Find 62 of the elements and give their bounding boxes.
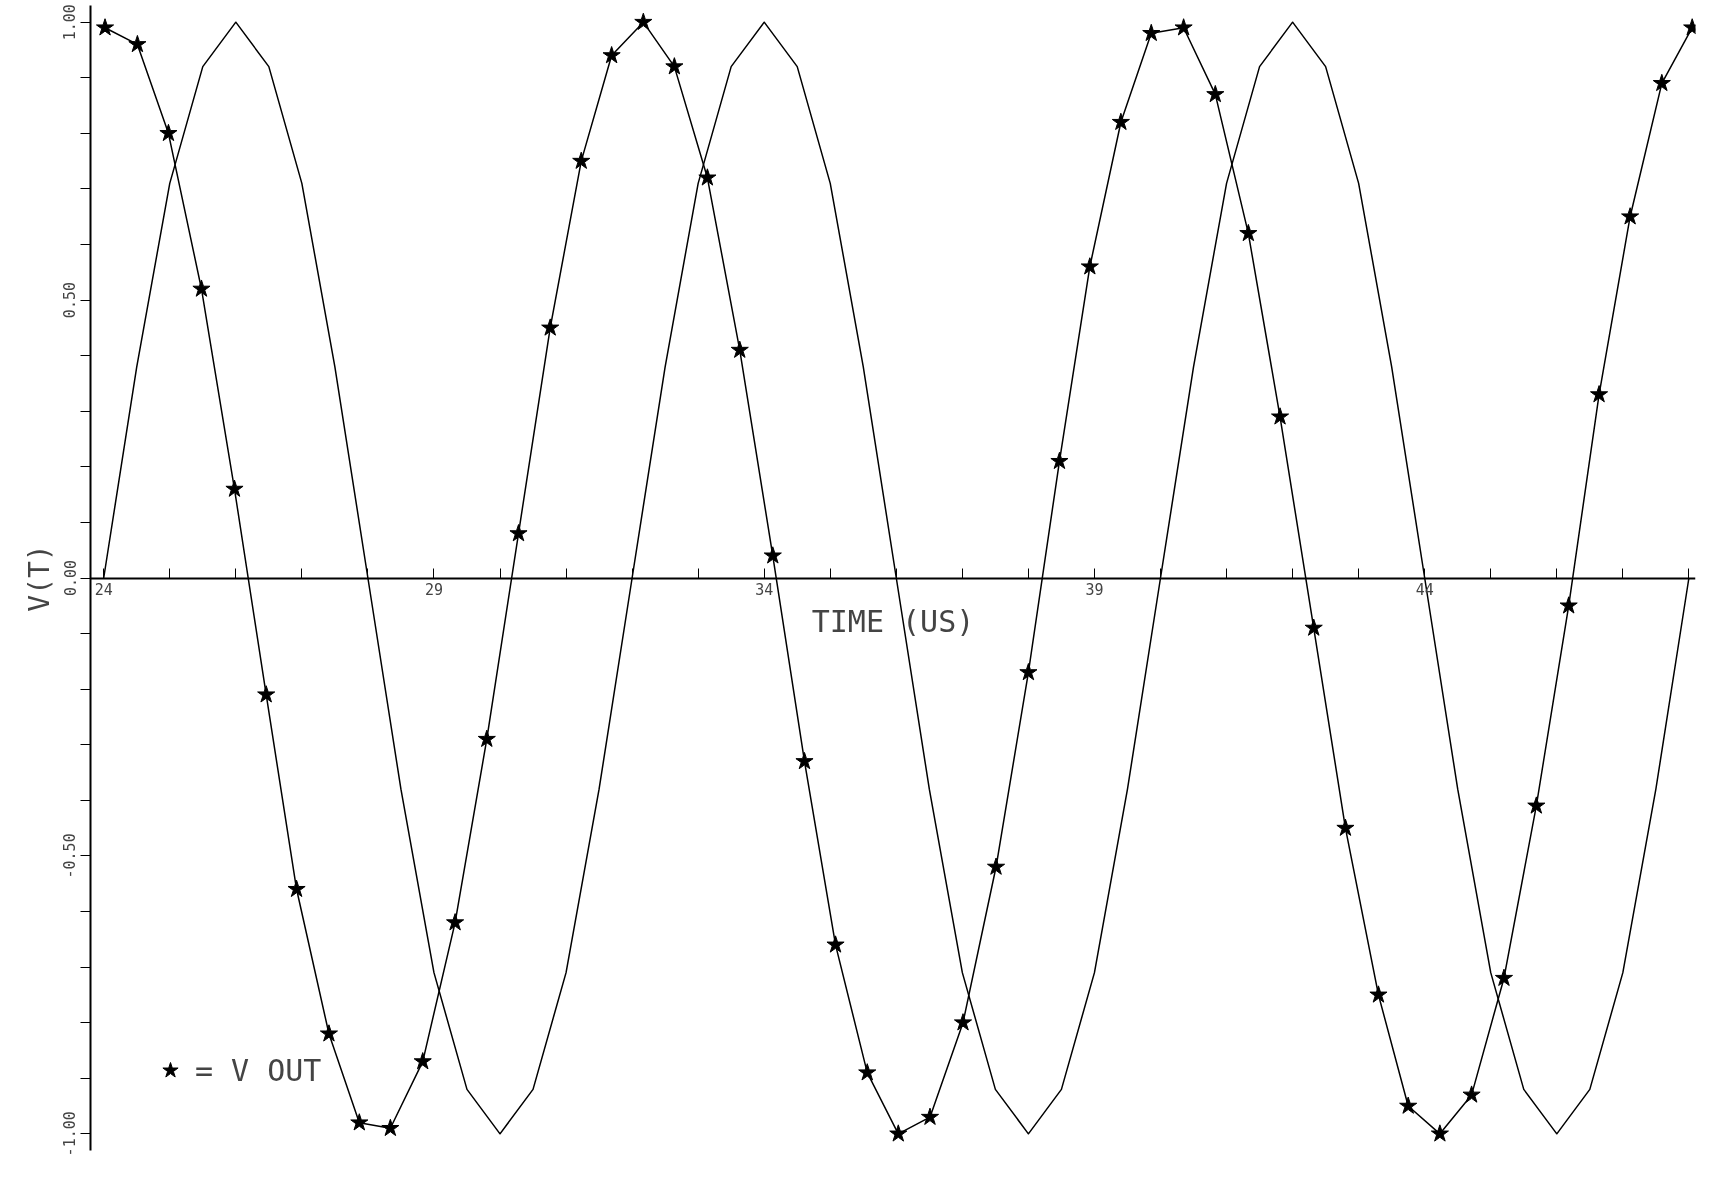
y-tick-label: -0.50 [61,833,80,879]
y-tick-label: 0.50 [61,282,80,319]
point [953,1013,973,1031]
point [1111,112,1130,130]
point [319,1024,338,1042]
point [763,546,782,564]
point [541,318,560,336]
point [1050,451,1069,470]
point [1399,1096,1418,1114]
x-axis-title: TIME (US) [811,603,975,639]
point [413,1052,432,1070]
y-axis-title: V(T) [22,544,56,612]
point [826,935,845,953]
point [1527,796,1546,814]
point [257,685,276,703]
legend-label: = V OUT [195,1052,322,1088]
point [1270,407,1290,425]
x-tick-label: 24 [94,581,113,599]
point [1080,257,1099,275]
point [381,1118,400,1137]
point [1652,73,1671,92]
point [1304,618,1323,636]
y-tick-label: 0.00 [61,559,80,597]
point [1621,207,1640,225]
point [730,340,749,358]
point [225,479,244,497]
point [128,34,147,53]
point [1462,1085,1481,1103]
point [509,524,528,542]
point [192,279,211,297]
point [665,57,684,75]
point [1142,23,1161,42]
point [1019,662,1038,681]
x-tick-label: 29 [424,581,443,599]
point [1494,968,1514,986]
point [986,857,1006,875]
point [1590,385,1609,403]
point [1174,18,1193,36]
point [920,1107,940,1125]
point [1430,1124,1449,1142]
point [634,12,653,30]
y-tick-label: 1.00 [61,4,80,41]
x-tick-label: 34 [755,581,774,599]
point [602,46,621,64]
point [477,729,496,747]
point [1206,84,1225,103]
point [287,879,306,898]
point [446,913,465,931]
point [1239,223,1258,242]
point [698,168,717,186]
point [889,1124,908,1142]
point [95,18,115,36]
point [1559,596,1578,614]
y-tick-label: -1.00 [61,1111,80,1157]
point [1336,818,1355,836]
point [159,123,178,142]
point [1369,985,1388,1003]
point [795,751,814,770]
point [858,1063,877,1081]
point [350,1113,369,1131]
x-tick-label: 39 [1085,581,1104,599]
point [572,151,591,169]
